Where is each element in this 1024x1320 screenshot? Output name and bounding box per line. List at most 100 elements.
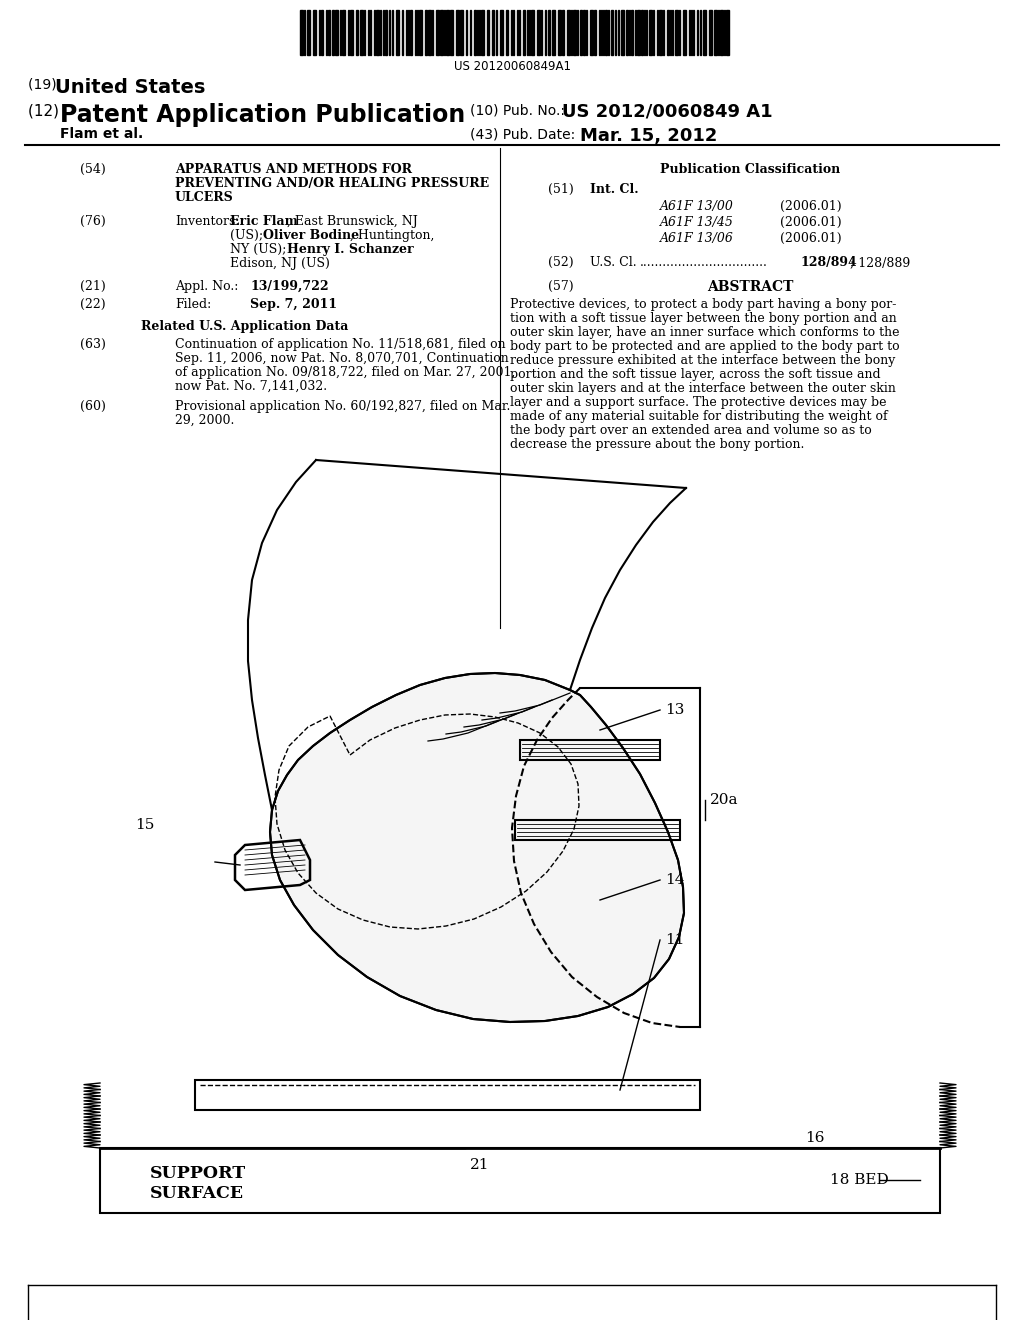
Text: Patent Application Publication: Patent Application Publication bbox=[60, 103, 465, 127]
Text: 29, 2000.: 29, 2000. bbox=[175, 414, 234, 426]
Text: of application No. 09/818,722, filed on Mar. 27, 2001,: of application No. 09/818,722, filed on … bbox=[175, 366, 515, 379]
Text: tion with a soft tissue layer between the bony portion and an: tion with a soft tissue layer between th… bbox=[510, 312, 897, 325]
Text: NY (US);: NY (US); bbox=[230, 243, 291, 256]
Text: ULCERS: ULCERS bbox=[175, 191, 233, 205]
Text: US 2012/0060849 A1: US 2012/0060849 A1 bbox=[562, 103, 773, 121]
Bar bbox=[195, 1080, 700, 1110]
Text: (19): (19) bbox=[28, 78, 61, 92]
Bar bbox=[500, 11, 503, 55]
Text: 11: 11 bbox=[665, 933, 684, 946]
Text: Publication Classification: Publication Classification bbox=[659, 162, 840, 176]
Text: Provisional application No. 60/192,827, filed on Mar.: Provisional application No. 60/192,827, … bbox=[175, 400, 510, 413]
Text: 14: 14 bbox=[665, 873, 684, 887]
Text: 15: 15 bbox=[135, 818, 155, 832]
Text: Oliver Bodine: Oliver Bodine bbox=[263, 228, 359, 242]
Text: body part to be protected and are applied to the body part to: body part to be protected and are applie… bbox=[510, 341, 900, 352]
Text: (51): (51) bbox=[548, 183, 573, 195]
Bar bbox=[335, 11, 338, 55]
Bar bbox=[649, 11, 652, 55]
Bar bbox=[523, 11, 525, 55]
Text: A61F 13/00: A61F 13/00 bbox=[660, 201, 734, 213]
Text: , East Brunswick, NJ: , East Brunswick, NJ bbox=[287, 215, 418, 228]
Bar bbox=[100, 1148, 940, 1213]
Bar bbox=[583, 11, 585, 55]
Bar bbox=[356, 11, 358, 55]
Bar bbox=[580, 11, 582, 55]
Text: Related U.S. Application Data: Related U.S. Application Data bbox=[141, 319, 349, 333]
Bar bbox=[360, 11, 362, 55]
Text: U.S. Cl.: U.S. Cl. bbox=[590, 256, 637, 269]
Bar bbox=[440, 11, 443, 55]
Bar bbox=[590, 11, 593, 55]
Bar bbox=[531, 11, 534, 55]
Text: 13: 13 bbox=[665, 704, 684, 717]
Text: (12): (12) bbox=[28, 103, 63, 117]
Bar bbox=[419, 11, 422, 55]
Bar bbox=[675, 11, 678, 55]
Bar bbox=[548, 11, 550, 55]
Text: (52): (52) bbox=[548, 256, 573, 269]
Text: (2006.01): (2006.01) bbox=[780, 201, 842, 213]
Text: (22): (22) bbox=[80, 298, 105, 312]
Text: US 20120060849A1: US 20120060849A1 bbox=[454, 59, 570, 73]
Bar bbox=[709, 11, 712, 55]
Bar bbox=[641, 11, 643, 55]
Bar bbox=[307, 11, 310, 55]
Text: now Pat. No. 7,141,032.: now Pat. No. 7,141,032. bbox=[175, 380, 327, 393]
Text: (2006.01): (2006.01) bbox=[780, 232, 842, 246]
Bar bbox=[611, 11, 613, 55]
Text: (US);: (US); bbox=[230, 228, 267, 242]
Text: Mar. 15, 2012: Mar. 15, 2012 bbox=[580, 127, 718, 145]
Text: reduce pressure exhibited at the interface between the bony: reduce pressure exhibited at the interfa… bbox=[510, 354, 895, 367]
Bar bbox=[552, 11, 555, 55]
Bar bbox=[342, 11, 345, 55]
Text: layer and a support surface. The protective devices may be: layer and a support surface. The protect… bbox=[510, 396, 887, 409]
Bar bbox=[456, 11, 459, 55]
Bar bbox=[626, 11, 628, 55]
Bar bbox=[385, 11, 387, 55]
Bar bbox=[396, 11, 399, 55]
Bar bbox=[631, 11, 633, 55]
Bar bbox=[425, 11, 427, 55]
Text: Sep. 11, 2006, now Pat. No. 8,070,701, Continuation: Sep. 11, 2006, now Pat. No. 8,070,701, C… bbox=[175, 352, 509, 366]
Bar bbox=[667, 11, 669, 55]
Text: (43) Pub. Date:: (43) Pub. Date: bbox=[470, 127, 575, 141]
Bar bbox=[410, 11, 412, 55]
Text: Flam et al.: Flam et al. bbox=[60, 127, 143, 141]
Bar bbox=[537, 11, 540, 55]
Text: (76): (76) bbox=[80, 215, 105, 228]
Text: 16: 16 bbox=[805, 1131, 824, 1144]
Text: Protective devices, to protect a body part having a bony por-: Protective devices, to protect a body pa… bbox=[510, 298, 896, 312]
Bar bbox=[558, 11, 561, 55]
Text: PREVENTING AND/OR HEALING PRESSURE: PREVENTING AND/OR HEALING PRESSURE bbox=[175, 177, 489, 190]
Bar bbox=[659, 11, 662, 55]
Bar bbox=[506, 11, 508, 55]
Text: Appl. No.:: Appl. No.: bbox=[175, 280, 239, 293]
Bar bbox=[321, 11, 323, 55]
Bar bbox=[714, 11, 717, 55]
Text: .................................: ................................. bbox=[640, 256, 768, 269]
Bar bbox=[726, 11, 729, 55]
Text: made of any material suitable for distributing the weight of: made of any material suitable for distri… bbox=[510, 411, 888, 422]
Text: A61F 13/06: A61F 13/06 bbox=[660, 232, 734, 246]
Polygon shape bbox=[270, 673, 684, 1022]
Bar bbox=[573, 11, 575, 55]
Text: (63): (63) bbox=[80, 338, 105, 351]
Bar bbox=[436, 11, 439, 55]
Text: Continuation of application No. 11/518,681, filed on: Continuation of application No. 11/518,6… bbox=[175, 338, 506, 351]
Bar bbox=[313, 11, 316, 55]
Text: (21): (21) bbox=[80, 280, 105, 293]
Text: Int. Cl.: Int. Cl. bbox=[590, 183, 639, 195]
Bar bbox=[428, 11, 431, 55]
Bar bbox=[300, 11, 303, 55]
Bar bbox=[332, 11, 334, 55]
Text: United States: United States bbox=[55, 78, 206, 96]
Bar bbox=[487, 11, 489, 55]
Bar bbox=[567, 11, 570, 55]
Bar bbox=[376, 11, 379, 55]
Bar bbox=[637, 11, 640, 55]
Bar bbox=[481, 11, 484, 55]
Text: (57): (57) bbox=[548, 280, 573, 293]
Bar bbox=[328, 11, 330, 55]
Text: Edison, NJ (US): Edison, NJ (US) bbox=[230, 257, 330, 271]
